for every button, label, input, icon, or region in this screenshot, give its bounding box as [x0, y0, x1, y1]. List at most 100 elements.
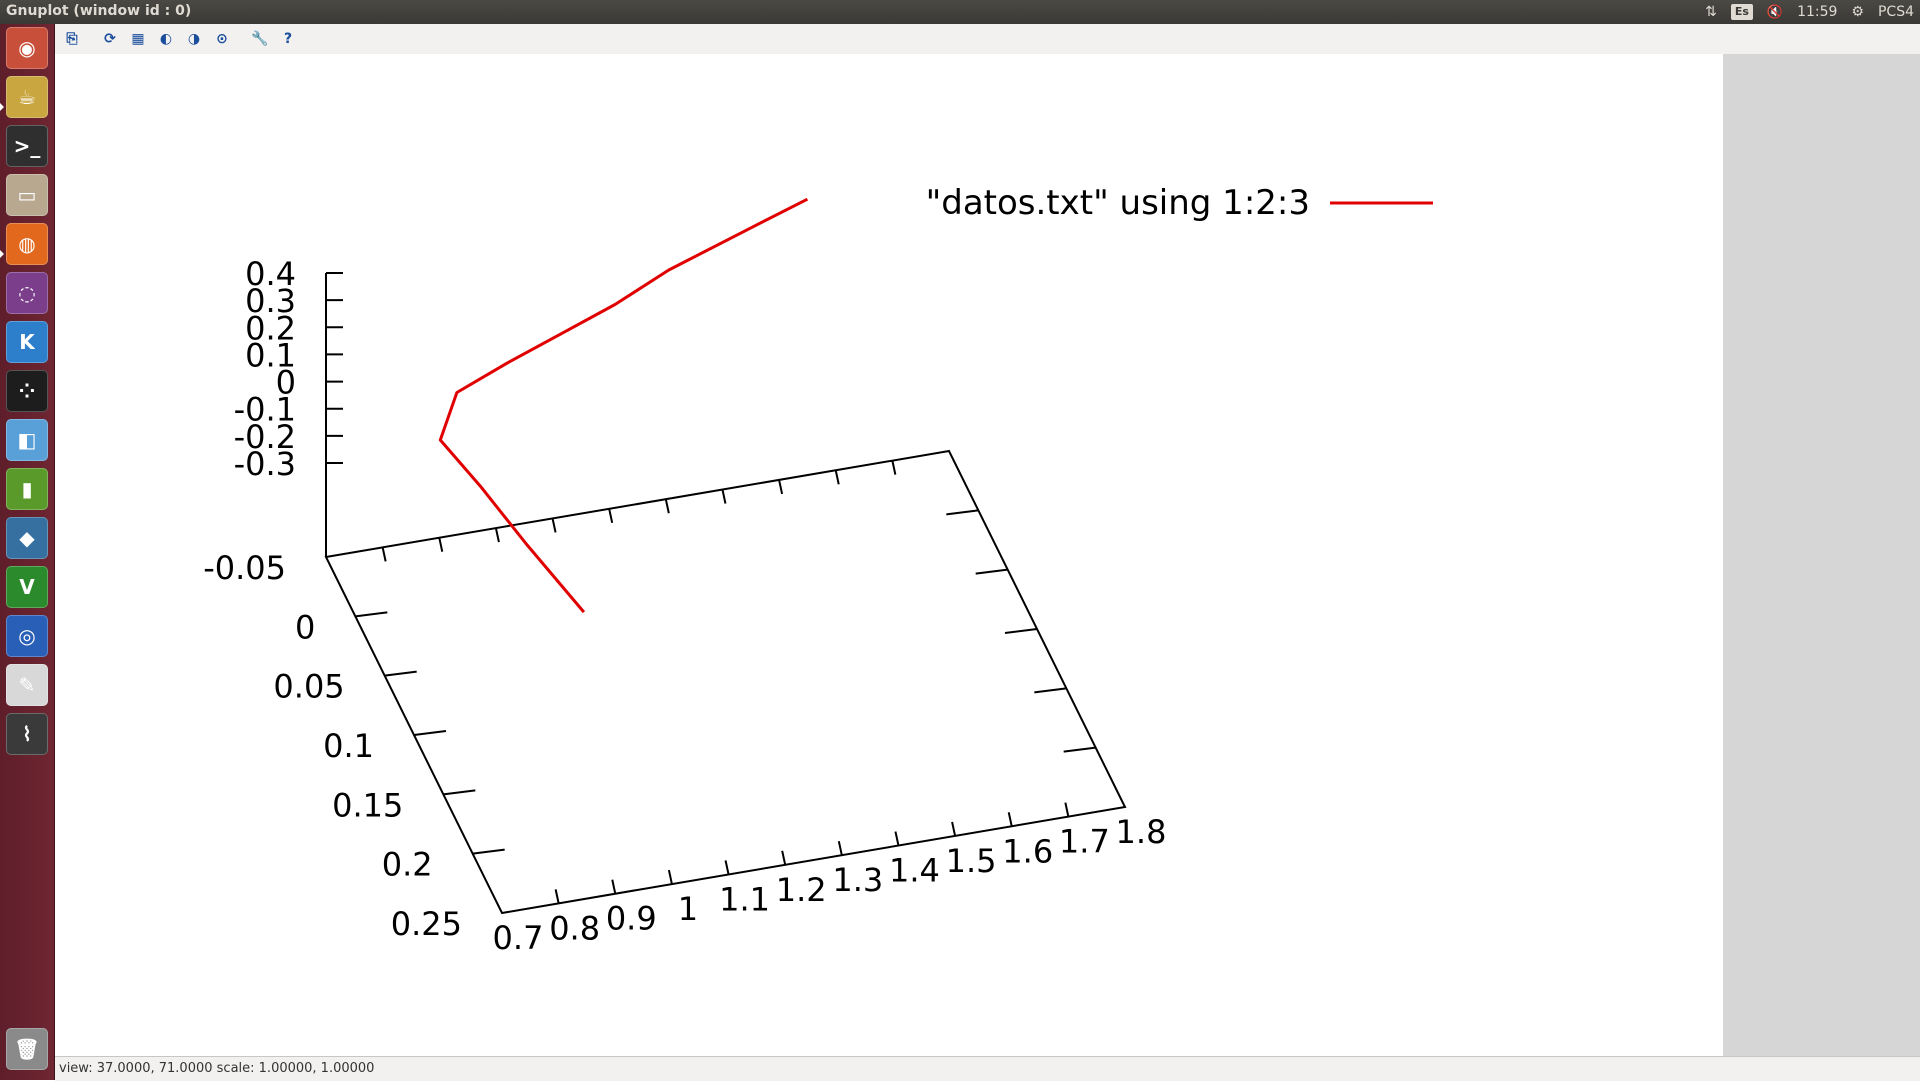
- options-icon[interactable]: 🔧: [251, 31, 269, 47]
- ubuntu-dash-icon[interactable]: ◉: [6, 27, 48, 69]
- help-icon[interactable]: ?: [283, 31, 293, 47]
- x-tick-mark: [1007, 812, 1013, 827]
- vim-icon[interactable]: V: [6, 566, 48, 608]
- x-back-tick-mark: [438, 537, 444, 552]
- user-name[interactable]: PCS4: [1877, 4, 1914, 20]
- z-tick-label: -0.1: [234, 391, 296, 429]
- x-tick-label: 1.5: [946, 842, 997, 880]
- y-right-tick-mark: [1034, 687, 1067, 694]
- files-icon[interactable]: ▭: [6, 174, 48, 216]
- x-tick-mark: [1064, 802, 1070, 817]
- running-indicator: [0, 250, 4, 258]
- firefox-icon[interactable]: ◍: [6, 223, 48, 265]
- y-tick-mark: [472, 848, 505, 855]
- network-icon[interactable]: ⇅: [1705, 4, 1717, 20]
- terminal-icon[interactable]: >_: [6, 125, 48, 167]
- y-tick-label: 0.25: [391, 905, 462, 943]
- x-tick-label: 0.7: [493, 919, 544, 957]
- gnuplot-toolbar: ⎘ ⟳ ▦ ◐ ◑ ⊙ 🔧?: [55, 24, 1920, 54]
- kile-icon[interactable]: K: [6, 321, 48, 363]
- gedit-teapot-icon[interactable]: ☕: [6, 76, 48, 118]
- system-tray: ⇅ Es 🔇 11:59 ⚙ PCS4: [1705, 0, 1914, 24]
- x-tick-mark: [724, 860, 730, 875]
- x-back-tick-mark: [721, 489, 727, 504]
- series-line: [438, 197, 809, 614]
- z-tick-label: 0.2: [245, 309, 296, 347]
- running-indicator: [0, 103, 4, 111]
- chart-svg: 0.7 0.8 0.9 1 1.1 1.2 1.3 1.4 1.5 1.6 1.7 1.8-0.050…: [203, 183, 1433, 957]
- copy-clipboard-icon[interactable]: ⎘: [66, 31, 78, 47]
- launcher: ◉ ☕ >_ ▭ ◍ ◌ K ⁘ ◧ ▮ ◆ V ◎ ✎ ⌇ 🗑: [0, 24, 55, 1080]
- dots-app-icon[interactable]: ⁘: [6, 370, 48, 412]
- replot-icon[interactable]: ⟳: [104, 31, 116, 47]
- x-tick-mark: [781, 850, 787, 866]
- x-tick-mark: [837, 840, 843, 856]
- unity-icon[interactable]: ◌: [6, 272, 48, 314]
- z-tick-label: -0.2: [234, 418, 296, 456]
- x-tick-label: 1.8: [1116, 813, 1167, 851]
- x-tick-label: 0.8: [549, 909, 600, 947]
- x-back-tick-mark: [891, 460, 897, 475]
- cube-app-icon[interactable]: ◧: [6, 419, 48, 461]
- eye-app-icon[interactable]: ◎: [6, 615, 48, 657]
- keyboard-layout-indicator[interactable]: Es: [1730, 4, 1753, 20]
- window-background: [1723, 54, 1920, 1056]
- x-back-tick-mark: [551, 518, 557, 533]
- y-tick-label: 0: [295, 608, 315, 646]
- x-tick-mark: [951, 821, 957, 837]
- y-tick-mark: [413, 730, 447, 736]
- x-tick-label: 1: [678, 890, 698, 928]
- python-icon[interactable]: ◆: [6, 517, 48, 559]
- x-tick-label: 0.9: [606, 900, 657, 938]
- y-tick-label: 0.05: [273, 668, 344, 706]
- y-tick-label: 0.15: [332, 786, 403, 824]
- gear-icon[interactable]: ⚙: [1851, 4, 1864, 20]
- x-tick-mark: [894, 831, 900, 846]
- unzoom-icon[interactable]: ⊙: [216, 31, 228, 47]
- z-tick-label: -0.3: [234, 445, 296, 483]
- y-right-tick-mark: [946, 509, 979, 516]
- x-back-tick-mark: [834, 470, 840, 485]
- gnuplot-icon[interactable]: ⌇: [6, 713, 48, 755]
- x-tick-label: 1.4: [889, 852, 940, 890]
- x-back-tick-mark: [608, 508, 614, 524]
- y-right-tick-mark: [1004, 628, 1038, 634]
- y-right-tick-mark: [975, 568, 1008, 575]
- x-tick-label: 1.3: [832, 861, 883, 899]
- x-tick-label: 1.7: [1059, 823, 1110, 861]
- top-panel: Gnuplot (window id : 0) ⇅ Es 🔇 11:59 ⚙ P…: [0, 0, 1920, 24]
- y-tick-label: -0.05: [203, 549, 286, 587]
- grid-icon[interactable]: ▦: [131, 31, 145, 47]
- clock[interactable]: 11:59: [1797, 4, 1838, 20]
- zoom-next-icon[interactable]: ◑: [187, 31, 201, 47]
- x-back-tick-mark: [664, 498, 670, 514]
- window-title: Gnuplot (window id : 0): [6, 3, 192, 19]
- x-tick-mark: [667, 869, 673, 885]
- z-tick-label: 0.1: [245, 336, 296, 374]
- y-tick-label: 0.2: [382, 846, 433, 884]
- zoom-prev-icon[interactable]: ◐: [159, 31, 173, 47]
- z-tick-label: 0.3: [245, 282, 296, 320]
- y-right-tick-mark: [1063, 746, 1096, 753]
- plot-canvas[interactable]: 0.7 0.8 0.9 1 1.1 1.2 1.3 1.4 1.5 1.6 1.7 1.8 -0.05 0…: [55, 54, 1723, 1056]
- y-tick-mark: [384, 670, 417, 677]
- y-tick-mark: [443, 789, 476, 796]
- z-tick-label: 0.4: [245, 255, 296, 293]
- text-editor-icon[interactable]: ✎: [6, 664, 48, 706]
- trash-icon[interactable]: 🗑: [6, 1028, 48, 1070]
- x-tick-mark: [611, 879, 617, 894]
- x-back-tick-mark: [381, 547, 387, 562]
- x-tick-label: 1.6: [1002, 832, 1053, 870]
- battery-app-icon[interactable]: ▮: [6, 468, 48, 510]
- x-back-tick-mark: [778, 479, 784, 495]
- status-bar: view: 37.0000, 71.0000 scale: 1.00000, 1…: [55, 1056, 1920, 1081]
- y-tick-mark: [355, 611, 388, 618]
- x-tick-label: 1.1: [719, 880, 770, 918]
- volume-muted-icon[interactable]: 🔇: [1766, 4, 1784, 20]
- x-tick-mark: [554, 889, 560, 904]
- x-back-tick-mark: [494, 527, 500, 543]
- legend-label: "datos.txt" using 1:2:3: [926, 183, 1310, 223]
- status-text: view: 37.0000, 71.0000 scale: 1.00000, 1…: [59, 1061, 375, 1076]
- y-tick-label: 0.1: [323, 727, 374, 765]
- z-tick-label: 0: [276, 364, 296, 402]
